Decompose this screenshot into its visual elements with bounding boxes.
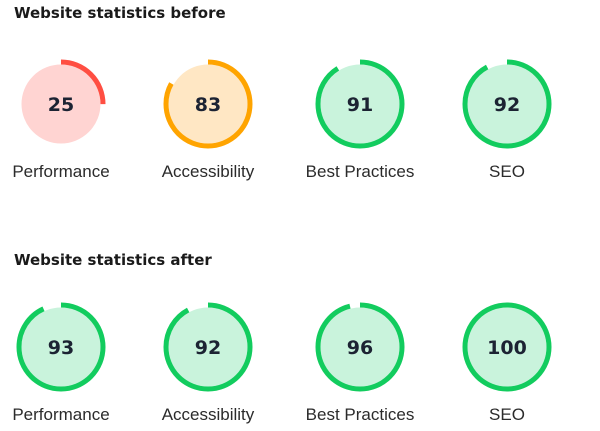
score-progress-arc [163,59,253,149]
gauge-label: Best Practices [305,405,415,424]
score-value: 96 [347,337,373,359]
score-ring: 92 [163,302,253,392]
accessibility-gauge: 92 Accessibility [143,301,273,425]
score-ring: 93 [16,302,106,392]
score-progress-arc [462,59,552,149]
seo-gauge: 92 SEO [442,58,572,182]
gauge-label: Accessibility [161,405,255,424]
score-value: 91 [347,94,373,116]
gauge-label: SEO [489,162,525,181]
score-ring: 25 [16,59,106,149]
score-value: 93 [48,337,74,359]
score-value: 83 [195,94,221,116]
score-ring: 83 [163,59,253,149]
score-progress-arc [315,302,405,392]
score-ring: 100 [462,302,552,392]
score-value: 92 [494,94,520,116]
seo-gauge: 100 SEO [442,301,572,425]
gauge-label: Performance [12,405,110,424]
score-progress-arc [16,302,106,392]
accessibility-gauge: 83 Accessibility [143,58,273,182]
score-progress-arc [462,302,552,392]
score-ring: 96 [315,302,405,392]
score-value: 25 [48,94,74,116]
performance-gauge: 25 Performance [0,58,126,182]
performance-gauge: 93 Performance [0,301,126,425]
best-practices-gauge: 91 Best Practices [295,58,425,182]
gauge-label: Performance [12,162,110,181]
score-progress-arc [315,59,405,149]
before-section-title: Website statistics before [14,4,226,22]
best-practices-gauge: 96 Best Practices [295,301,425,425]
score-progress-arc [163,302,253,392]
score-progress-arc [16,59,106,149]
gauge-label: Accessibility [161,162,255,181]
score-value: 92 [195,337,221,359]
gauge-label: SEO [489,405,525,424]
score-value: 100 [487,337,527,359]
score-ring: 92 [462,59,552,149]
gauge-label: Best Practices [305,162,415,181]
score-ring: 91 [315,59,405,149]
after-section-title: Website statistics after [14,251,212,269]
